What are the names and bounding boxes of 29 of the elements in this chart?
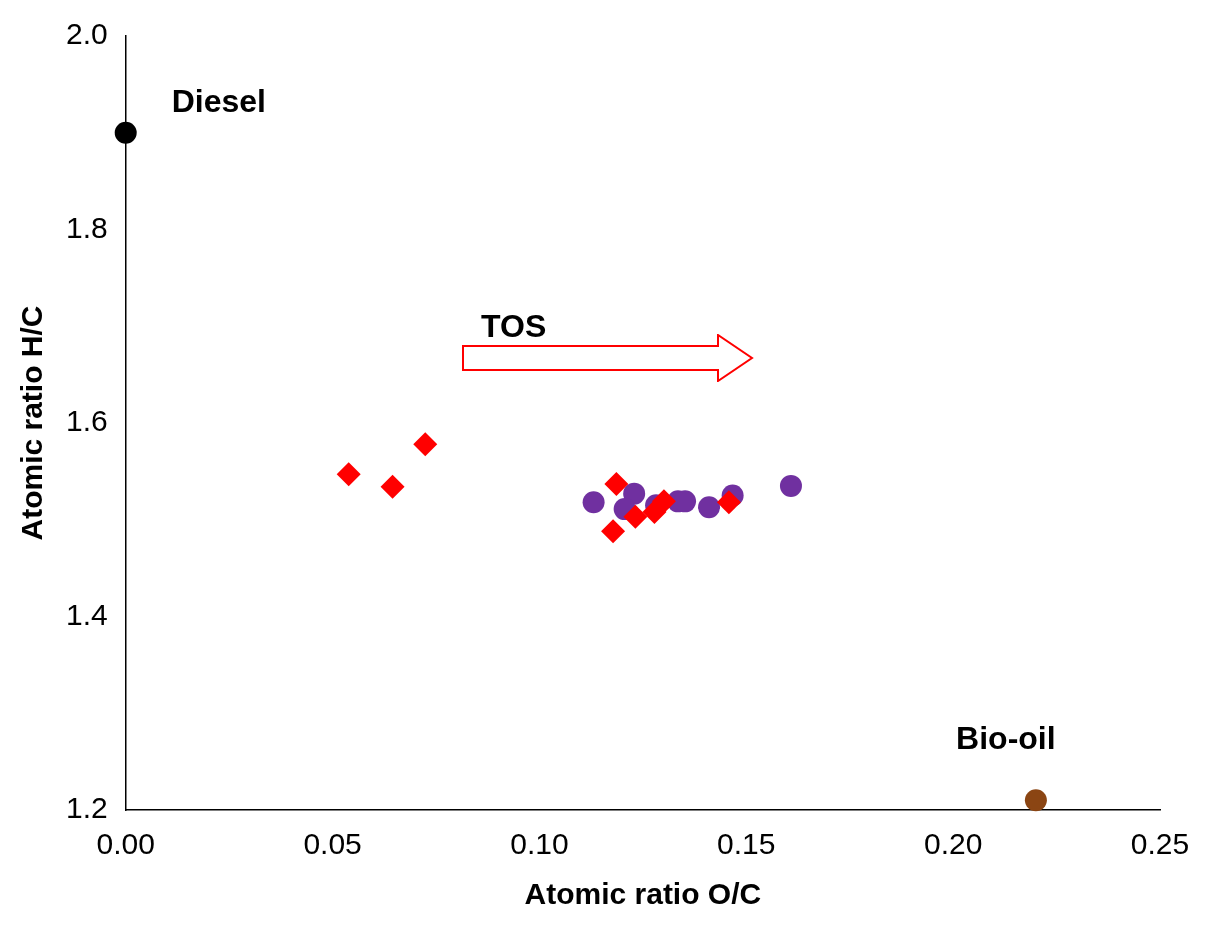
y-tick-label: 1.8: [65, 210, 108, 244]
x-tick-label: 0.00: [96, 827, 155, 861]
annotation: TOS: [481, 307, 547, 344]
point: [582, 491, 605, 514]
x-tick-label: 0.20: [923, 827, 983, 861]
point: [604, 471, 629, 496]
point: [114, 121, 137, 144]
y-axis-title: Atomic ratio H/C: [15, 305, 49, 541]
annotation: Bio-oil: [956, 720, 1056, 757]
x-tick-label: 0.25: [1130, 827, 1190, 861]
point: [651, 489, 676, 514]
point: [601, 519, 626, 544]
point: [698, 496, 721, 519]
y-tick-label: 1.6: [65, 404, 108, 438]
x-tick-label: 0.10: [510, 827, 569, 861]
y-tick-label: 2.0: [65, 17, 108, 51]
point: [380, 474, 405, 499]
point: [779, 474, 802, 497]
x-tick-label: 0.05: [303, 827, 362, 861]
y-tick-label: 1.2: [65, 791, 108, 825]
point: [623, 504, 648, 529]
point: [413, 432, 438, 457]
point: [336, 462, 361, 487]
point: [1024, 789, 1047, 812]
x-tick-label: 0.15: [717, 827, 776, 861]
x-axis-title: Atomic ratio O/C: [524, 877, 762, 911]
point: [716, 490, 741, 515]
y-tick-label: 1.4: [65, 597, 108, 631]
annotation: Diesel: [171, 82, 266, 119]
